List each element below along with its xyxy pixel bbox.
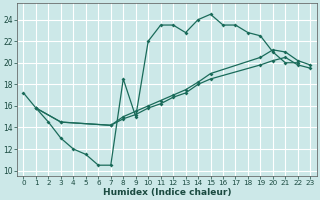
X-axis label: Humidex (Indice chaleur): Humidex (Indice chaleur) (103, 188, 231, 197)
